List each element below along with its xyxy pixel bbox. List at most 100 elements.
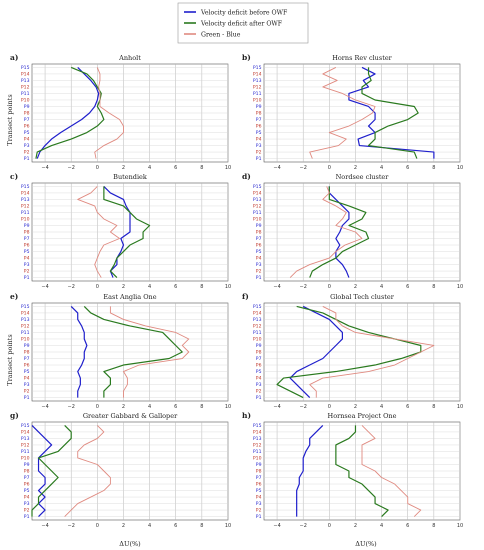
y-tick-label: P7 [256, 117, 262, 123]
x-tick-label: 2 [354, 404, 357, 410]
series-line-red [309, 306, 435, 398]
y-tick-label: P3 [24, 262, 30, 268]
y-tick-label: P5 [256, 369, 262, 375]
y-tick-label: P5 [24, 249, 30, 255]
y-tick-label: P1 [256, 395, 262, 401]
legend-label-diff: Green - Blue [201, 32, 241, 39]
y-tick-label: P9 [24, 104, 30, 110]
y-tick-label: P9 [256, 104, 262, 110]
y-tick-label: P11 [21, 449, 30, 455]
x-tick-label: 0 [328, 523, 331, 529]
panel-title: Butendiek [113, 173, 147, 181]
y-tick-label: P11 [21, 330, 30, 336]
y-tick-label: P7 [24, 475, 30, 481]
y-tick-label: P5 [24, 369, 30, 375]
y-tick-label: P2 [24, 389, 30, 395]
panel-g: −4 −2 0 2 4 6 8 10P1P2P3P4P5P6P7P8P9P10P11P12P1… [10, 411, 231, 529]
series-line-green [361, 67, 419, 159]
panel-d: −4 −2 0 2 4 6 8 10P1P2P3P4P5P6P7P8P9P10P11P12P1… [242, 172, 463, 290]
series-line-red [309, 67, 376, 159]
x-tick-label: 4 [380, 284, 383, 290]
y-axis-label-top: Transect points [6, 94, 14, 145]
y-tick-label: P4 [256, 495, 262, 501]
panel-title: East Anglia One [103, 293, 156, 301]
series-line-red [77, 186, 121, 278]
x-tick-label: 0 [328, 165, 331, 171]
x-tick-label: 2 [122, 404, 125, 410]
x-tick-label: 6 [174, 284, 177, 290]
series-line-blue [296, 425, 324, 517]
y-tick-label: P2 [256, 389, 262, 395]
y-tick-label: P11 [253, 449, 262, 455]
y-tick-label: P5 [24, 130, 30, 136]
series-line-blue [348, 66, 435, 159]
x-tick-label: −4 [41, 404, 48, 410]
y-tick-label: P10 [253, 98, 262, 104]
y-tick-label: P1 [256, 156, 262, 162]
y-tick-label: P15 [21, 184, 30, 190]
y-tick-label: P15 [21, 423, 30, 429]
x-tick-label: 8 [432, 165, 435, 171]
y-tick-label: P6 [256, 363, 262, 369]
y-tick-label: P13 [253, 317, 262, 323]
x-tick-label: 10 [225, 165, 231, 171]
y-tick-label: P4 [256, 376, 262, 382]
panel-title: Global Tech cluster [330, 293, 395, 301]
x-tick-label: 0 [96, 523, 99, 529]
y-tick-label: P10 [253, 337, 262, 343]
x-tick-label: 2 [122, 165, 125, 171]
panel-b: −4 −2 0 2 4 6 8 10P1P2P3P4P5P6P7P8P9P10P11P12P1… [242, 53, 463, 171]
y-tick-label: P12 [21, 204, 30, 210]
x-tick-label: 10 [225, 284, 231, 290]
legend-label-after: Velocity deficit after OWF [200, 21, 283, 28]
x-tick-label: 4 [148, 165, 151, 171]
series-line-blue [70, 306, 88, 398]
x-tick-label: 0 [328, 284, 331, 290]
y-tick-label: P14 [21, 72, 30, 78]
y-tick-label: P2 [24, 269, 30, 275]
y-tick-label: P14 [253, 311, 262, 317]
y-tick-label: P11 [21, 210, 30, 216]
y-tick-label: P14 [21, 191, 30, 197]
y-tick-label: P6 [256, 482, 262, 488]
panel-tag: h) [242, 411, 251, 420]
y-tick-label: P13 [21, 436, 30, 442]
series-line-green [31, 425, 72, 517]
x-tick-label: 0 [328, 404, 331, 410]
series-line-green [335, 425, 389, 517]
y-tick-label: P13 [253, 197, 262, 203]
x-tick-label: 8 [432, 404, 435, 410]
y-tick-label: P14 [21, 430, 30, 436]
y-tick-label: P9 [256, 343, 262, 349]
legend-box [177, 2, 309, 44]
y-tick-label: P5 [256, 130, 262, 136]
panel-title: Greater Gabbard & Galloper [83, 412, 178, 420]
y-tick-label: P1 [256, 275, 262, 281]
panels: −4 −2 0 2 4 6 8 10P1P2P3P4P5P6P7P8P9P10P11P12P1… [10, 53, 463, 529]
panel-a: −4 −2 0 2 4 6 8 10P1P2P3P4P5P6P7P8P9P10P11P12P1… [10, 53, 231, 171]
y-tick-label: P4 [256, 256, 262, 262]
y-tick-label: P7 [24, 356, 30, 362]
y-tick-label: P12 [253, 443, 262, 449]
x-tick-label: 2 [354, 284, 357, 290]
y-tick-label: P6 [24, 124, 30, 130]
series-line-blue [31, 425, 53, 517]
x-tick-label: 10 [225, 404, 231, 410]
x-tick-label: −2 [68, 284, 75, 290]
y-tick-label: P5 [256, 249, 262, 255]
panel-c: −4 −2 0 2 4 6 8 10P1P2P3P4P5P6P7P8P9P10P11P12P1… [10, 172, 231, 290]
y-tick-label: P10 [21, 456, 30, 462]
y-tick-label: P12 [21, 324, 30, 330]
y-tick-label: P8 [256, 350, 262, 356]
y-axis-label-e: Transect points [6, 334, 14, 385]
y-tick-label: P8 [24, 469, 30, 475]
x-tick-label: 10 [457, 284, 463, 290]
x-tick-label: −2 [68, 404, 75, 410]
x-tick-label: 0 [96, 165, 99, 171]
x-tick-label: 6 [174, 404, 177, 410]
x-tick-label: 8 [200, 284, 203, 290]
y-tick-label: P7 [24, 236, 30, 242]
y-tick-label: P9 [24, 343, 30, 349]
x-tick-label: −4 [273, 284, 280, 290]
x-tick-label: 6 [406, 284, 409, 290]
